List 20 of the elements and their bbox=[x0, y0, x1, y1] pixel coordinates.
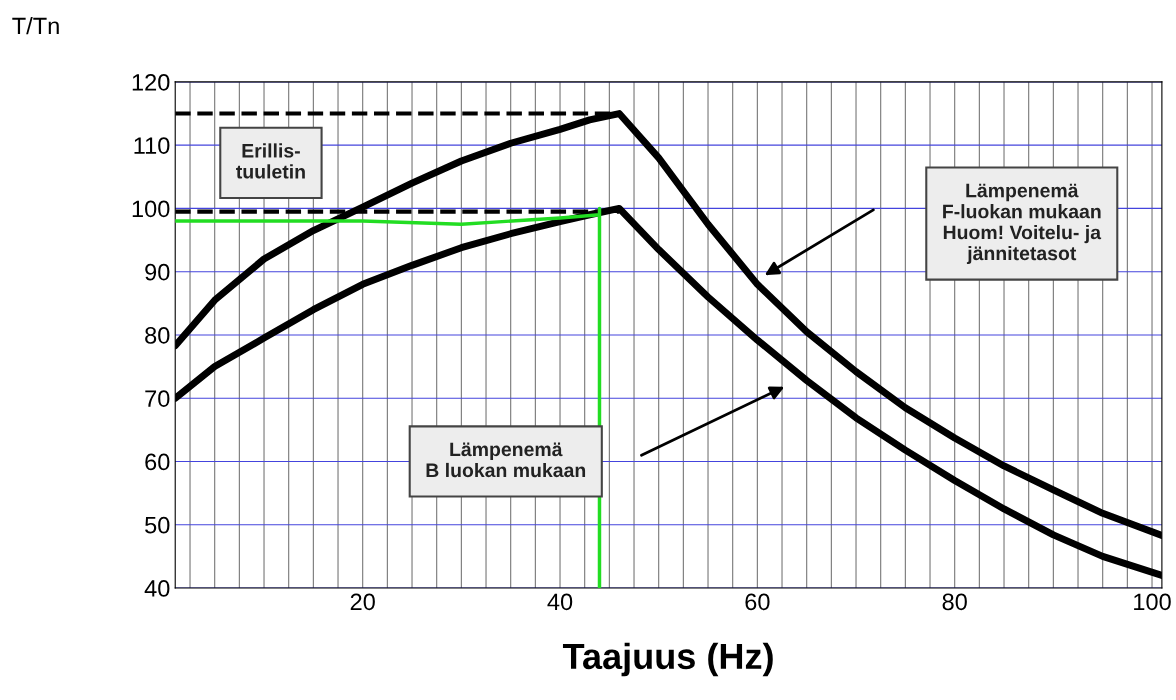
y-tick-label: 90 bbox=[145, 263, 170, 281]
x-tick-label: 60 bbox=[745, 593, 770, 611]
annotation: Erillis- tuuletin bbox=[236, 143, 305, 179]
y-axis-title: T/Tn bbox=[12, 17, 59, 35]
y-tick-label: 100 bbox=[132, 200, 170, 218]
x-tick-label: 20 bbox=[350, 593, 375, 611]
y-tick-label: 40 bbox=[144, 580, 170, 597]
y-tick-label: 70 bbox=[145, 390, 170, 407]
line-series bbox=[175, 206, 602, 588]
x-tick-label: 100 bbox=[1134, 593, 1171, 611]
y-tick-label: 80 bbox=[145, 327, 170, 344]
y-tick-label: 120 bbox=[132, 73, 170, 91]
x-axis-title: Taajuus (Hz) bbox=[562, 642, 773, 677]
x-tick-label: 40 bbox=[547, 593, 573, 611]
annotation: Lämpenemä F-luokan mukaan Huom! Voitelu- ja jännitetasot bbox=[943, 183, 1102, 265]
annotation: Lämpenemä B luokan mukaan bbox=[426, 442, 586, 478]
x-tick-label: 80 bbox=[942, 593, 967, 611]
y-tick-label: 110 bbox=[134, 137, 170, 154]
y-tick-label: 50 bbox=[145, 516, 170, 534]
y-tick-label: 60 bbox=[145, 453, 170, 471]
